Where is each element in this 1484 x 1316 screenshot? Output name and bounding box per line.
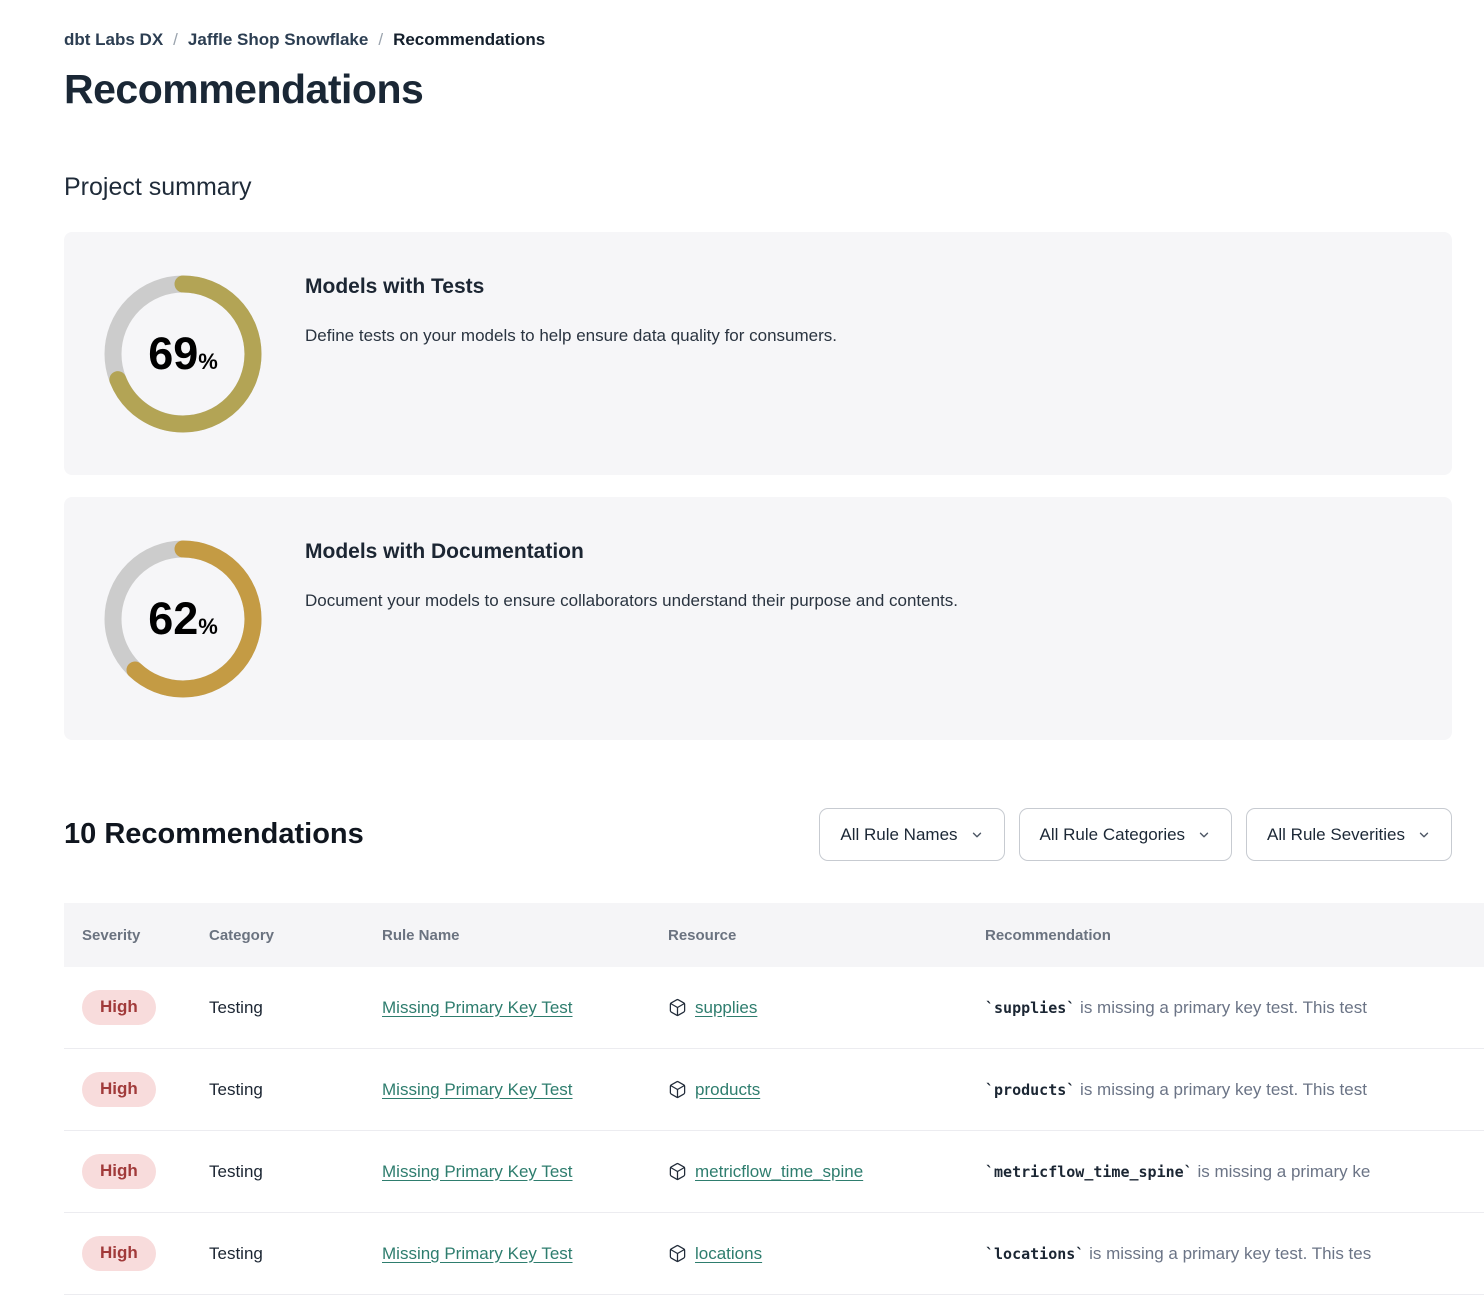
card-description: Define tests on your models to help ensu… [305,326,838,345]
recommendation-cell: `metricflow_time_spine` is missing a pri… [967,1162,1484,1182]
resource-code: `supplies` [985,998,1076,1017]
card-title: Models with Tests [305,275,485,298]
model-cube-icon [668,998,687,1017]
column-header-severity: Severity [82,926,141,944]
card-models-with-tests: 69 % Models with Tests Define tests on y… [64,232,1452,475]
resource-code: `metricflow_time_spine` [985,1162,1193,1181]
severity-badge: High [82,1072,156,1107]
model-cube-icon [668,1244,687,1263]
table-row: High Testing Missing Primary Key Test lo… [64,1213,1484,1295]
recommendation-text: is missing a primary ke [1192,1161,1371,1181]
filter-rule-categories-dropdown[interactable]: All Rule Categories [1018,808,1233,861]
rule-name-link[interactable]: Missing Primary Key Test [382,1243,573,1263]
breadcrumb: dbt Labs DX / Jaffle Shop Snowflake / Re… [64,0,1452,50]
filter-rule-severities-dropdown[interactable]: All Rule Severities [1246,808,1452,861]
percent-value: 69 [148,328,199,379]
filter-label: All Rule Categories [1039,824,1186,844]
filter-rule-names-dropdown[interactable]: All Rule Names [819,808,1005,861]
docs-coverage-donut-chart: 62 % [103,539,263,699]
filter-label: All Rule Names [840,824,958,844]
breadcrumb-item-current: Recommendations [393,30,546,49]
donut-arc [104,540,262,697]
tests-coverage-donut-chart: 69 % [103,274,263,434]
table-row: High Testing Missing Primary Key Test me… [64,1131,1484,1213]
donut-arc [104,275,262,432]
category-cell: Testing [209,1079,263,1099]
rule-name-link[interactable]: Missing Primary Key Test [382,997,573,1017]
table-row: High Testing Missing Primary Key Test su… [64,967,1484,1049]
donut-percent-label: 62 % [103,539,263,699]
card-text: Models with Tests Define tests on your m… [305,232,837,346]
rule-name-link[interactable]: Missing Primary Key Test [382,1079,573,1099]
chevron-down-icon [1417,828,1431,842]
recommendation-text: is missing a primary key test. This tes [1084,1243,1372,1263]
percent-sign: % [198,348,218,374]
donut-svg [104,540,262,697]
card-models-with-documentation: 62 % Models with Documentation Document … [64,497,1452,740]
rule-name-link[interactable]: Missing Primary Key Test [382,1161,573,1181]
recommendations-table: Severity Category Rule Name Resource Rec… [64,903,1484,1295]
filter-label: All Rule Severities [1267,824,1405,844]
category-cell: Testing [209,1161,263,1181]
card-text: Models with Documentation Document your … [305,497,958,611]
column-header-rule-name: Rule Name [382,926,460,944]
recommendation-cell: `supplies` is missing a primary key test… [967,998,1484,1018]
resource-code: `locations` [985,1244,1085,1263]
breadcrumb-item-account[interactable]: dbt Labs DX [64,30,164,49]
recommendation-text: is missing a primary key test. This test [1075,1079,1367,1099]
donut-svg [104,275,262,432]
breadcrumb-separator: / [173,30,178,49]
column-header-recommendation: Recommendation [985,926,1111,944]
recommendation-cell: `products` is missing a primary key test… [967,1080,1484,1100]
resource-link[interactable]: locations [695,1243,763,1263]
breadcrumb-item-project[interactable]: Jaffle Shop Snowflake [187,30,369,49]
severity-badge: High [82,1154,156,1189]
recommendations-bar: 10 Recommendations All Rule Names All Ru… [64,808,1452,861]
severity-badge: High [82,990,156,1025]
card-description: Document your models to ensure collabora… [305,591,958,610]
breadcrumb-separator: / [378,30,384,49]
severity-badge: High [82,1236,156,1271]
column-header-category: Category [209,926,275,944]
chevron-down-icon [970,828,984,842]
category-cell: Testing [209,1243,263,1263]
model-cube-icon [668,1162,687,1181]
chevron-down-icon [1197,828,1211,842]
resource-link[interactable]: supplies [695,997,758,1017]
table-header-row: Severity Category Rule Name Resource Rec… [64,903,1484,967]
category-cell: Testing [209,997,263,1017]
donut-percent-label: 69 % [103,274,263,434]
project-summary-heading: Project summary [64,173,252,201]
percent-value: 62 [148,593,199,644]
card-title: Models with Documentation [305,540,584,563]
recommendations-count-heading: 10 Recommendations [64,818,364,850]
resource-link[interactable]: metricflow_time_spine [695,1161,864,1181]
filters: All Rule Names All Rule Categories All R… [819,808,1452,861]
column-header-resource: Resource [668,926,737,944]
page-title: Recommendations [64,66,424,112]
recommendation-text: is missing a primary key test. This test [1075,997,1367,1017]
summary-cards: 69 % Models with Tests Define tests on y… [64,232,1452,740]
percent-sign: % [198,613,218,639]
resource-link[interactable]: products [695,1079,761,1099]
resource-code: `products` [985,1080,1076,1099]
model-cube-icon [668,1080,687,1099]
table-row: High Testing Missing Primary Key Test pr… [64,1049,1484,1131]
recommendation-cell: `locations` is missing a primary key tes… [967,1244,1484,1264]
